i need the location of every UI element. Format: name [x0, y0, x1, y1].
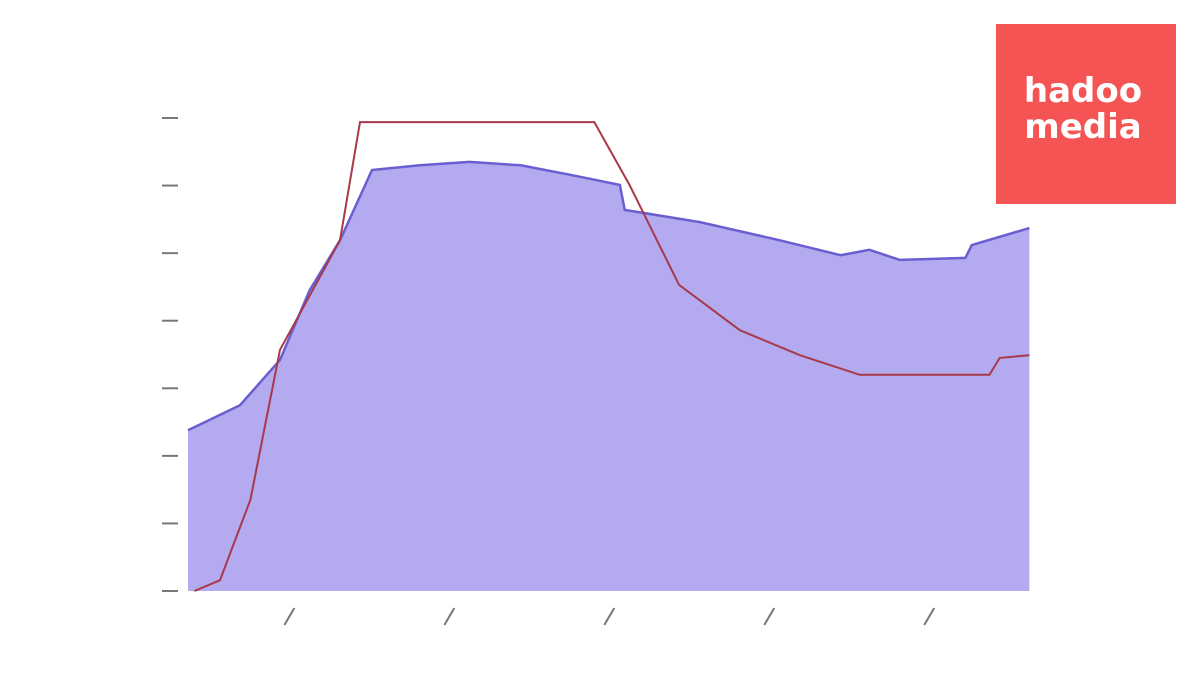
area [188, 161, 1030, 591]
x-tick [603, 607, 616, 626]
x-tick [763, 607, 776, 626]
x-tick [443, 607, 456, 626]
area-edge [187, 160, 1030, 432]
logo-line-1: hadoo [1024, 71, 1142, 111]
logo-box [996, 24, 1176, 204]
x-tick [283, 607, 296, 626]
logo-line-2: media [1024, 107, 1141, 147]
x-tick [923, 607, 936, 626]
line [194, 121, 1030, 592]
